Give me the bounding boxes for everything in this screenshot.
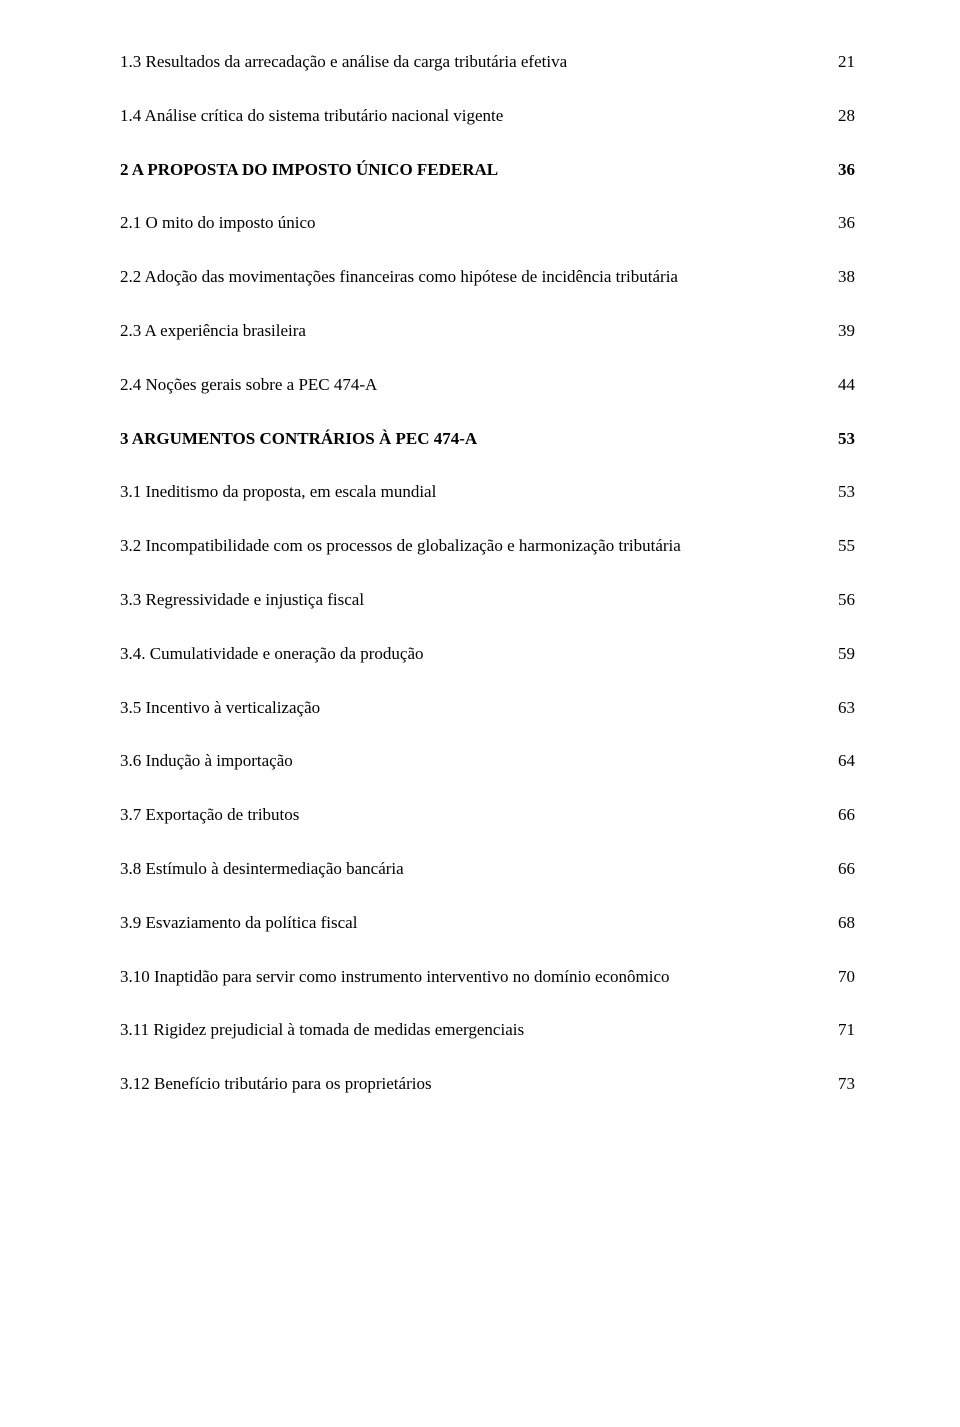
toc-entry-page: 44 bbox=[825, 373, 855, 397]
toc-entry-page: 38 bbox=[825, 265, 855, 289]
toc-entry-label: 1.3 Resultados da arrecadação e análise … bbox=[120, 50, 825, 74]
toc-entry-page: 56 bbox=[825, 588, 855, 612]
toc-entry-page: 53 bbox=[825, 427, 855, 451]
toc-entry-label: 3.4. Cumulatividade e oneração da produç… bbox=[120, 642, 825, 666]
toc-entry-label: 3.5 Incentivo à verticalização bbox=[120, 696, 825, 720]
toc-entry-label: 2.4 Noções gerais sobre a PEC 474-A bbox=[120, 373, 825, 397]
toc-entry-page: 64 bbox=[825, 749, 855, 773]
toc-entry-page: 73 bbox=[825, 1072, 855, 1096]
toc-entry: 2.4 Noções gerais sobre a PEC 474-A44 bbox=[120, 373, 855, 397]
toc-entry-page: 36 bbox=[825, 211, 855, 235]
toc-entry-label: 2 A PROPOSTA DO IMPOSTO ÚNICO FEDERAL bbox=[120, 158, 825, 182]
toc-entry: 2 A PROPOSTA DO IMPOSTO ÚNICO FEDERAL36 bbox=[120, 158, 855, 182]
toc-entry-page: 70 bbox=[825, 965, 855, 989]
toc-entry-page: 66 bbox=[825, 857, 855, 881]
toc-entry: 2.1 O mito do imposto único36 bbox=[120, 211, 855, 235]
toc-entry-label: 3 ARGUMENTOS CONTRÁRIOS À PEC 474-A bbox=[120, 427, 825, 451]
toc-entry: 3.1 Ineditismo da proposta, em escala mu… bbox=[120, 480, 855, 504]
toc-entry-page: 66 bbox=[825, 803, 855, 827]
toc-entry: 3 ARGUMENTOS CONTRÁRIOS À PEC 474-A53 bbox=[120, 427, 855, 451]
toc-entry: 1.3 Resultados da arrecadação e análise … bbox=[120, 50, 855, 74]
toc-entry-page: 36 bbox=[825, 158, 855, 182]
toc-entry: 3.12 Benefício tributário para os propri… bbox=[120, 1072, 855, 1096]
toc-entry-label: 2.1 O mito do imposto único bbox=[120, 211, 825, 235]
toc-entry-label: 1.4 Análise crítica do sistema tributári… bbox=[120, 104, 825, 128]
toc-entry-label: 3.7 Exportação de tributos bbox=[120, 803, 825, 827]
toc-entry-label: 2.3 A experiência brasileira bbox=[120, 319, 825, 343]
toc-entry: 3.7 Exportação de tributos66 bbox=[120, 803, 855, 827]
table-of-contents: 1.3 Resultados da arrecadação e análise … bbox=[120, 50, 855, 1096]
toc-entry: 2.2 Adoção das movimentações financeiras… bbox=[120, 265, 855, 289]
toc-entry-label: 3.11 Rigidez prejudicial à tomada de med… bbox=[120, 1018, 825, 1042]
toc-entry-label: 3.12 Benefício tributário para os propri… bbox=[120, 1072, 825, 1096]
toc-entry-label: 3.1 Ineditismo da proposta, em escala mu… bbox=[120, 480, 825, 504]
toc-entry: 3.11 Rigidez prejudicial à tomada de med… bbox=[120, 1018, 855, 1042]
toc-entry-page: 28 bbox=[825, 104, 855, 128]
toc-entry: 3.3 Regressividade e injustiça fiscal56 bbox=[120, 588, 855, 612]
toc-entry: 3.10 Inaptidão para servir como instrume… bbox=[120, 965, 855, 989]
toc-entry: 3.8 Estímulo à desintermediação bancária… bbox=[120, 857, 855, 881]
toc-entry-label: 3.3 Regressividade e injustiça fiscal bbox=[120, 588, 825, 612]
toc-entry: 3.2 Incompatibilidade com os processos d… bbox=[120, 534, 855, 558]
toc-entry-page: 21 bbox=[825, 50, 855, 74]
toc-entry: 2.3 A experiência brasileira39 bbox=[120, 319, 855, 343]
toc-entry-label: 3.9 Esvaziamento da política fiscal bbox=[120, 911, 825, 935]
toc-entry: 3.4. Cumulatividade e oneração da produç… bbox=[120, 642, 855, 666]
toc-entry-label: 3.6 Indução à importação bbox=[120, 749, 825, 773]
toc-entry-page: 53 bbox=[825, 480, 855, 504]
toc-entry: 3.9 Esvaziamento da política fiscal68 bbox=[120, 911, 855, 935]
toc-entry-page: 39 bbox=[825, 319, 855, 343]
toc-entry-label: 3.10 Inaptidão para servir como instrume… bbox=[120, 965, 825, 989]
toc-entry-page: 68 bbox=[825, 911, 855, 935]
toc-entry-label: 3.2 Incompatibilidade com os processos d… bbox=[120, 534, 825, 558]
toc-entry-page: 55 bbox=[825, 534, 855, 558]
toc-entry-page: 63 bbox=[825, 696, 855, 720]
toc-entry-page: 71 bbox=[825, 1018, 855, 1042]
toc-entry-label: 3.8 Estímulo à desintermediação bancária bbox=[120, 857, 825, 881]
toc-entry-page: 59 bbox=[825, 642, 855, 666]
toc-entry: 1.4 Análise crítica do sistema tributári… bbox=[120, 104, 855, 128]
toc-entry: 3.6 Indução à importação64 bbox=[120, 749, 855, 773]
toc-entry: 3.5 Incentivo à verticalização63 bbox=[120, 696, 855, 720]
toc-entry-label: 2.2 Adoção das movimentações financeiras… bbox=[120, 265, 825, 289]
